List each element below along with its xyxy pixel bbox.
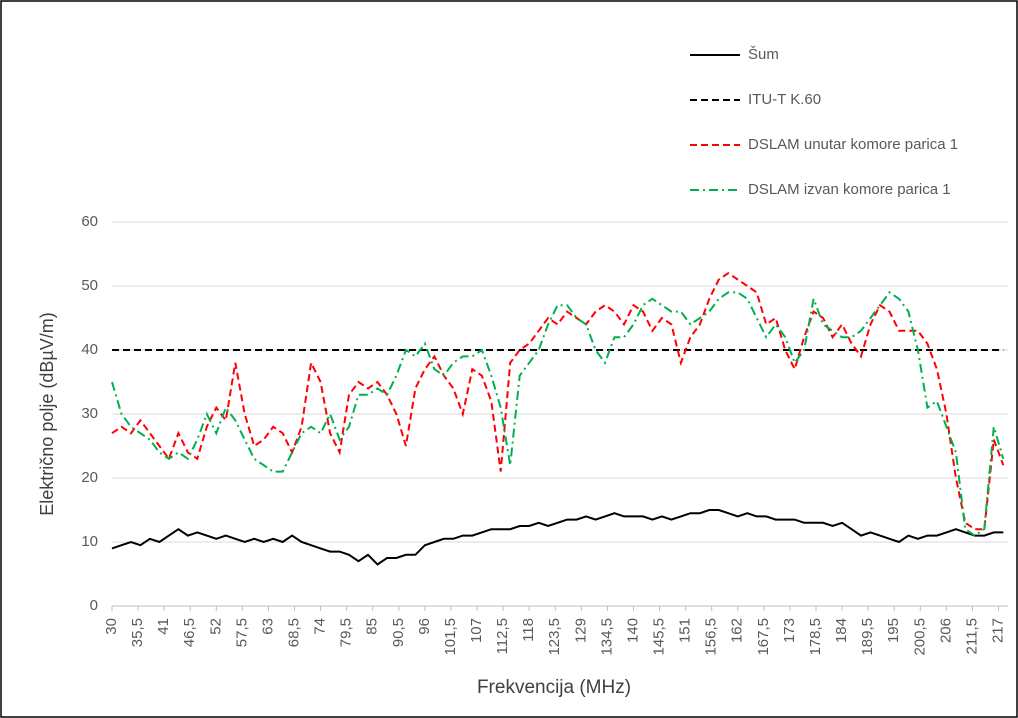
x-tick-label: 123,5	[546, 618, 563, 656]
x-tick-label: 30	[103, 618, 120, 635]
x-tick-label: 195	[885, 618, 902, 643]
x-tick-label: 79,5	[338, 618, 355, 647]
y-tick-label: 20	[81, 469, 98, 486]
x-tick-label: 173	[781, 618, 798, 643]
x-tick-label: 140	[624, 618, 641, 643]
y-tick-label: 10	[81, 533, 98, 550]
y-tick-label: 50	[81, 277, 98, 294]
x-tick-label: 200,5	[911, 618, 928, 656]
x-tick-label: 151	[677, 618, 694, 643]
x-tick-label: 156,5	[703, 618, 720, 656]
x-tick-label: 41	[155, 618, 172, 635]
x-tick-label: 46,5	[181, 618, 198, 647]
series-line	[111, 291, 1005, 537]
x-tick-label: 63	[259, 618, 276, 635]
legend-label: ITU-T K.60	[748, 91, 821, 108]
y-tick-label: 0	[90, 597, 98, 614]
x-tick-label: 189,5	[859, 618, 876, 656]
y-tick-label: 60	[81, 213, 98, 230]
x-tick-label: 57,5	[233, 618, 250, 647]
x-tick-label: 101,5	[442, 618, 459, 656]
x-tick-label: 74	[312, 618, 329, 635]
x-tick-label: 35,5	[129, 618, 146, 647]
x-tick-label: 162	[729, 618, 746, 643]
y-tick-label: 40	[81, 341, 98, 358]
x-tick-label: 112,5	[494, 618, 511, 654]
x-tick-label: 217	[989, 618, 1006, 643]
y-axis-title: Električno polje (dBµV/m)	[37, 312, 57, 515]
x-axis-title: Frekvencija (MHz)	[477, 677, 631, 698]
x-tick-label: 118	[520, 618, 537, 642]
x-tick-label: 52	[207, 618, 224, 635]
x-tick-label: 90,5	[390, 618, 407, 647]
x-tick-label: 134,5	[598, 618, 615, 656]
legend-label: DSLAM unutar komore parica 1	[748, 136, 958, 153]
x-tick-label: 211,5	[963, 618, 980, 654]
x-tick-label: 85	[364, 618, 381, 635]
x-tick-label: 145,5	[651, 618, 668, 656]
x-tick-label: 129	[572, 618, 589, 643]
x-tick-label: 96	[416, 618, 433, 635]
x-tick-label: 206	[937, 618, 954, 643]
x-tick-label: 68,5	[285, 618, 302, 647]
legend-label: Šum	[748, 46, 779, 63]
x-tick-label: 107	[468, 618, 485, 643]
x-tick-label: 167,5	[755, 618, 772, 656]
series-line	[111, 271, 1005, 531]
series-line	[111, 509, 1004, 566]
y-tick-label: 30	[81, 405, 98, 422]
x-tick-label: 184	[833, 618, 850, 643]
legend-label: DSLAM izvan komore parica 1	[748, 181, 951, 198]
x-tick-label: 178,5	[807, 618, 824, 656]
